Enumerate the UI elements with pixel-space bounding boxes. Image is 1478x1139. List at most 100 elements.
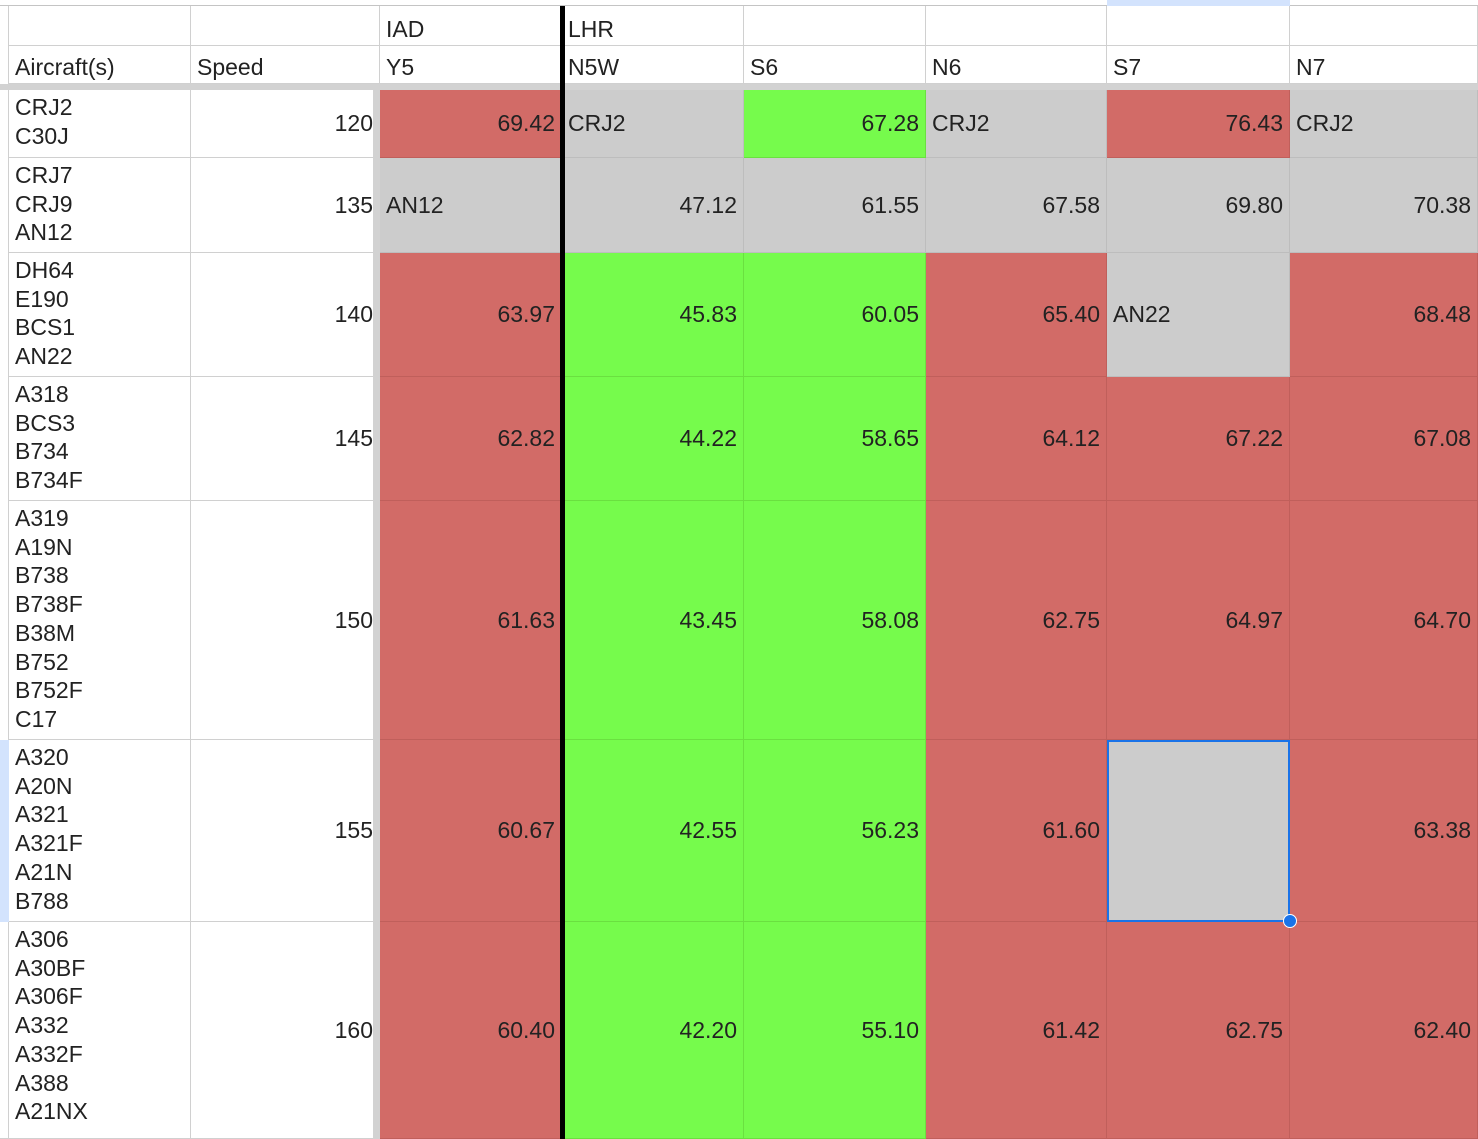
cell-value: 76.43 bbox=[1225, 110, 1283, 137]
data-cell-n7[interactable]: 62.40 bbox=[1290, 922, 1478, 1139]
data-cell-n6[interactable]: CRJ2 bbox=[926, 90, 1107, 158]
data-cell-s6[interactable]: 55.10 bbox=[744, 922, 926, 1139]
data-cell-s7[interactable]: 76.43 bbox=[1107, 90, 1290, 158]
data-cell-s7[interactable]: 67.22 bbox=[1107, 377, 1290, 501]
data-cell-y5[interactable]: AN12 bbox=[380, 158, 562, 253]
data-cell-s7[interactable]: 62.75 bbox=[1107, 922, 1290, 1139]
cell-value: 58.65 bbox=[861, 425, 919, 452]
data-cell-n6[interactable]: 61.42 bbox=[926, 922, 1107, 1139]
speed-cell[interactable]: 140 bbox=[191, 253, 380, 377]
data-cell-n6[interactable]: 64.12 bbox=[926, 377, 1107, 501]
data-cell-s6[interactable]: 58.65 bbox=[744, 377, 926, 501]
cell-value: 63.38 bbox=[1413, 817, 1471, 844]
data-cell-n5w[interactable]: 45.83 bbox=[562, 253, 744, 377]
data-cell-n5w[interactable]: 44.22 bbox=[562, 377, 744, 501]
aircraft-cell[interactable]: A319 A19N B738 B738F B38M B752 B752F C17 bbox=[9, 501, 191, 740]
speed-value: 160 bbox=[334, 1016, 373, 1043]
cell-value: 45.83 bbox=[679, 301, 737, 328]
header-cell-row1-s6[interactable] bbox=[744, 6, 926, 46]
header-label: Y5 bbox=[386, 54, 415, 80]
data-cell-y5[interactable]: 69.42 bbox=[380, 90, 562, 158]
header-cell-row2-n7[interactable]: N7 bbox=[1290, 46, 1478, 84]
data-cell-s6[interactable]: 67.28 bbox=[744, 90, 926, 158]
header-cell-row2-s7[interactable]: S7 bbox=[1107, 46, 1290, 84]
data-cell-y5[interactable]: 63.97 bbox=[380, 253, 562, 377]
frozen-rows-divider[interactable] bbox=[0, 84, 1478, 90]
data-cell-s6[interactable]: 61.55 bbox=[744, 158, 926, 253]
speed-cell[interactable]: 120 bbox=[191, 90, 380, 158]
aircraft-cell[interactable]: CRJ2 C30J bbox=[9, 90, 191, 158]
header-cell-row1-n5w[interactable]: LHR bbox=[562, 6, 744, 46]
data-cell-n7[interactable]: CRJ2 bbox=[1290, 90, 1478, 158]
data-cell-y5[interactable]: 62.82 bbox=[380, 377, 562, 501]
speed-cell[interactable]: 135 bbox=[191, 158, 380, 253]
header-label: IAD bbox=[386, 16, 425, 42]
cell-value: 42.20 bbox=[679, 1016, 737, 1043]
cell-value: 69.80 bbox=[1225, 191, 1283, 218]
cell-value: 65.40 bbox=[1042, 301, 1100, 328]
data-cell-n5w[interactable]: CRJ2 bbox=[562, 90, 744, 158]
header-cell-row1-y5[interactable]: IAD bbox=[380, 6, 562, 46]
speed-cell[interactable]: 160 bbox=[191, 922, 380, 1139]
fill-handle[interactable] bbox=[1283, 914, 1297, 928]
cell-value: 61.42 bbox=[1042, 1016, 1100, 1043]
header-cell-row1-speed[interactable] bbox=[191, 6, 380, 46]
data-cell-s6[interactable]: 58.08 bbox=[744, 501, 926, 740]
header-cell-row2-y5[interactable]: Y5 bbox=[380, 46, 562, 84]
grid-top-border bbox=[0, 5, 1478, 6]
aircraft-cell[interactable]: DH64 E190 BCS1 AN22 bbox=[9, 253, 191, 377]
data-cell-n5w[interactable]: 47.12 bbox=[562, 158, 744, 253]
aircraft-cell[interactable]: A320 A20N A321 A321F A21N B788 bbox=[9, 740, 191, 922]
data-cell-n5w[interactable]: 42.55 bbox=[562, 740, 744, 922]
header-label: LHR bbox=[568, 16, 615, 42]
cell-value: 61.63 bbox=[497, 606, 555, 633]
speed-cell[interactable]: 155 bbox=[191, 740, 380, 922]
data-cell-n6[interactable]: 62.75 bbox=[926, 501, 1107, 740]
aircraft-cell[interactable]: CRJ7 CRJ9 AN12 bbox=[9, 158, 191, 253]
data-cell-n7[interactable]: 67.08 bbox=[1290, 377, 1478, 501]
data-cell-y5[interactable]: 60.40 bbox=[380, 922, 562, 1139]
cell-value: CRJ2 bbox=[568, 110, 626, 137]
data-cell-s7[interactable] bbox=[1107, 740, 1290, 922]
cell-value: 67.08 bbox=[1413, 425, 1471, 452]
aircraft-cell[interactable]: A306 A30BF A306F A332 A332F A388 A21NX bbox=[9, 922, 191, 1139]
data-cell-s7[interactable]: 69.80 bbox=[1107, 158, 1290, 253]
speed-cell[interactable]: 150 bbox=[191, 501, 380, 740]
cell-value: 44.22 bbox=[679, 425, 737, 452]
data-cell-n6[interactable]: 65.40 bbox=[926, 253, 1107, 377]
data-cell-n7[interactable]: 63.38 bbox=[1290, 740, 1478, 922]
data-cell-y5[interactable]: 61.63 bbox=[380, 501, 562, 740]
aircraft-cell[interactable]: A318 BCS3 B734 B734F bbox=[9, 377, 191, 501]
header-cell-row1-s7[interactable] bbox=[1107, 6, 1290, 46]
data-cell-n7[interactable]: 64.70 bbox=[1290, 501, 1478, 740]
data-cell-s6[interactable]: 56.23 bbox=[744, 740, 926, 922]
data-cell-y5[interactable]: 60.67 bbox=[380, 740, 562, 922]
header-cell-row1-aircraft[interactable] bbox=[9, 6, 191, 46]
frozen-columns-divider[interactable] bbox=[373, 84, 380, 1139]
data-cell-s6[interactable]: 60.05 bbox=[744, 253, 926, 377]
speed-cell[interactable]: 145 bbox=[191, 377, 380, 501]
cell-value: 60.05 bbox=[861, 301, 919, 328]
header-cell-row2-n6[interactable]: N6 bbox=[926, 46, 1107, 84]
cell-value: 42.55 bbox=[679, 817, 737, 844]
cell-value: 62.40 bbox=[1413, 1016, 1471, 1043]
header-cell-row2-s6[interactable]: S6 bbox=[744, 46, 926, 84]
data-cell-n6[interactable]: 67.58 bbox=[926, 158, 1107, 253]
data-cell-n7[interactable]: 68.48 bbox=[1290, 253, 1478, 377]
cell-value: 60.40 bbox=[497, 1016, 555, 1043]
data-cell-n7[interactable]: 70.38 bbox=[1290, 158, 1478, 253]
header-label: Aircraft(s) bbox=[15, 54, 115, 80]
header-label: S6 bbox=[750, 54, 779, 80]
data-cell-n5w[interactable]: 43.45 bbox=[562, 501, 744, 740]
data-cell-s7[interactable]: AN22 bbox=[1107, 253, 1290, 377]
header-cell-row2-speed[interactable]: Speed bbox=[191, 46, 380, 84]
header-cell-row2-aircraft[interactable]: Aircraft(s) bbox=[9, 46, 191, 84]
header-cell-row2-n5w[interactable]: N5W bbox=[562, 46, 744, 84]
header-cell-row1-n7[interactable] bbox=[1290, 6, 1478, 46]
data-cell-n5w[interactable]: 42.20 bbox=[562, 922, 744, 1139]
data-cell-n6[interactable]: 61.60 bbox=[926, 740, 1107, 922]
cell-value: AN12 bbox=[386, 191, 444, 218]
cell-value: 62.82 bbox=[497, 425, 555, 452]
data-cell-s7[interactable]: 64.97 bbox=[1107, 501, 1290, 740]
header-cell-row1-n6[interactable] bbox=[926, 6, 1107, 46]
